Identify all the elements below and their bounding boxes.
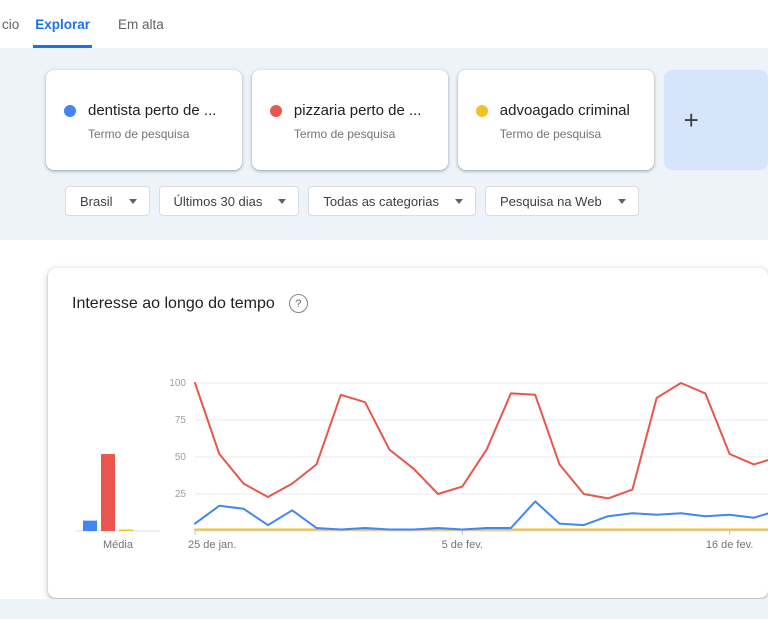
term-label: dentista perto de ... xyxy=(88,102,217,119)
help-icon[interactable]: ? xyxy=(288,294,308,313)
svg-text:50: 50 xyxy=(175,452,187,463)
tab-explorar[interactable]: Explorar xyxy=(33,0,93,48)
svg-text:5 de fev.: 5 de fev. xyxy=(442,539,483,551)
term-label: pizzaria perto de ... xyxy=(293,102,422,119)
plus-icon: + xyxy=(683,104,699,135)
filter-timerange-dropdown[interactable]: Últimos 30 dias xyxy=(158,186,300,216)
term-type-label: Termo de pesquisa xyxy=(88,127,190,141)
chevron-down-icon xyxy=(128,198,137,204)
chevron-down-icon xyxy=(278,198,287,204)
filter-category-dropdown[interactable]: Todas as categorias xyxy=(308,186,477,216)
term-label: advoagado criminal xyxy=(499,102,630,119)
filter-category-label: Todas as categorias xyxy=(323,193,440,209)
svg-text:Média: Média xyxy=(103,539,134,551)
svg-text:75: 75 xyxy=(175,415,187,426)
tab-explorar-label: Explorar xyxy=(35,16,91,32)
interest-over-time-chart: 25 50 75 100 Média 25 de jan. 5 de fev. 16 de f… xyxy=(75,378,768,551)
term-cards-row: dentista perto de ... Termo de pesquisa … xyxy=(46,70,768,170)
chevron-down-icon xyxy=(617,198,626,204)
term-card-advogado[interactable]: advoagado criminal Termo de pesquisa xyxy=(457,70,654,170)
filter-timerange-label: Últimos 30 dias xyxy=(173,193,263,209)
filters-row: Brasil Últimos 30 dias Todas as categori… xyxy=(65,186,768,216)
filter-region-dropdown[interactable]: Brasil xyxy=(65,186,150,216)
add-comparison-button[interactable]: + xyxy=(663,70,768,170)
interest-over-time-card: Interesse ao longo do tempo ? 25 50 75 100 M… xyxy=(48,268,768,598)
term-card-dentista[interactable]: dentista perto de ... Termo de pesquisa xyxy=(46,70,242,170)
chevron-down-icon xyxy=(455,198,464,204)
tab-inicio-partial[interactable]: cio xyxy=(0,0,21,48)
term-type-label: Termo de pesquisa xyxy=(499,127,602,141)
tab-em-alta-label: Em alta xyxy=(118,16,164,32)
term-type-label: Termo de pesquisa xyxy=(293,127,396,141)
svg-text:25: 25 xyxy=(175,489,187,500)
comparison-section: dentista perto de ... Termo de pesquisa … xyxy=(0,48,768,240)
svg-text:100: 100 xyxy=(169,378,186,389)
term-color-dot-red xyxy=(269,104,282,117)
term-color-dot-blue xyxy=(64,104,76,117)
filter-searchtype-dropdown[interactable]: Pesquisa na Web xyxy=(485,186,639,216)
top-nav: cio Explorar Em alta xyxy=(0,0,768,48)
filter-searchtype-label: Pesquisa na Web xyxy=(500,193,602,209)
filter-region-label: Brasil xyxy=(80,193,113,209)
tab-inicio-label: cio xyxy=(2,16,20,32)
term-card-pizzaria[interactable]: pizzaria perto de ... Termo de pesquisa xyxy=(251,70,448,170)
term-color-dot-yellow xyxy=(475,104,488,117)
tab-em-alta[interactable]: Em alta xyxy=(116,0,166,48)
widget-title: Interesse ao longo do tempo xyxy=(72,294,275,312)
svg-text:16 de fev.: 16 de fev. xyxy=(706,539,754,551)
main-content: Interesse ao longo do tempo ? 25 50 75 100 M… xyxy=(0,240,768,598)
footer-section xyxy=(0,599,768,619)
svg-text:25 de jan.: 25 de jan. xyxy=(188,539,236,551)
